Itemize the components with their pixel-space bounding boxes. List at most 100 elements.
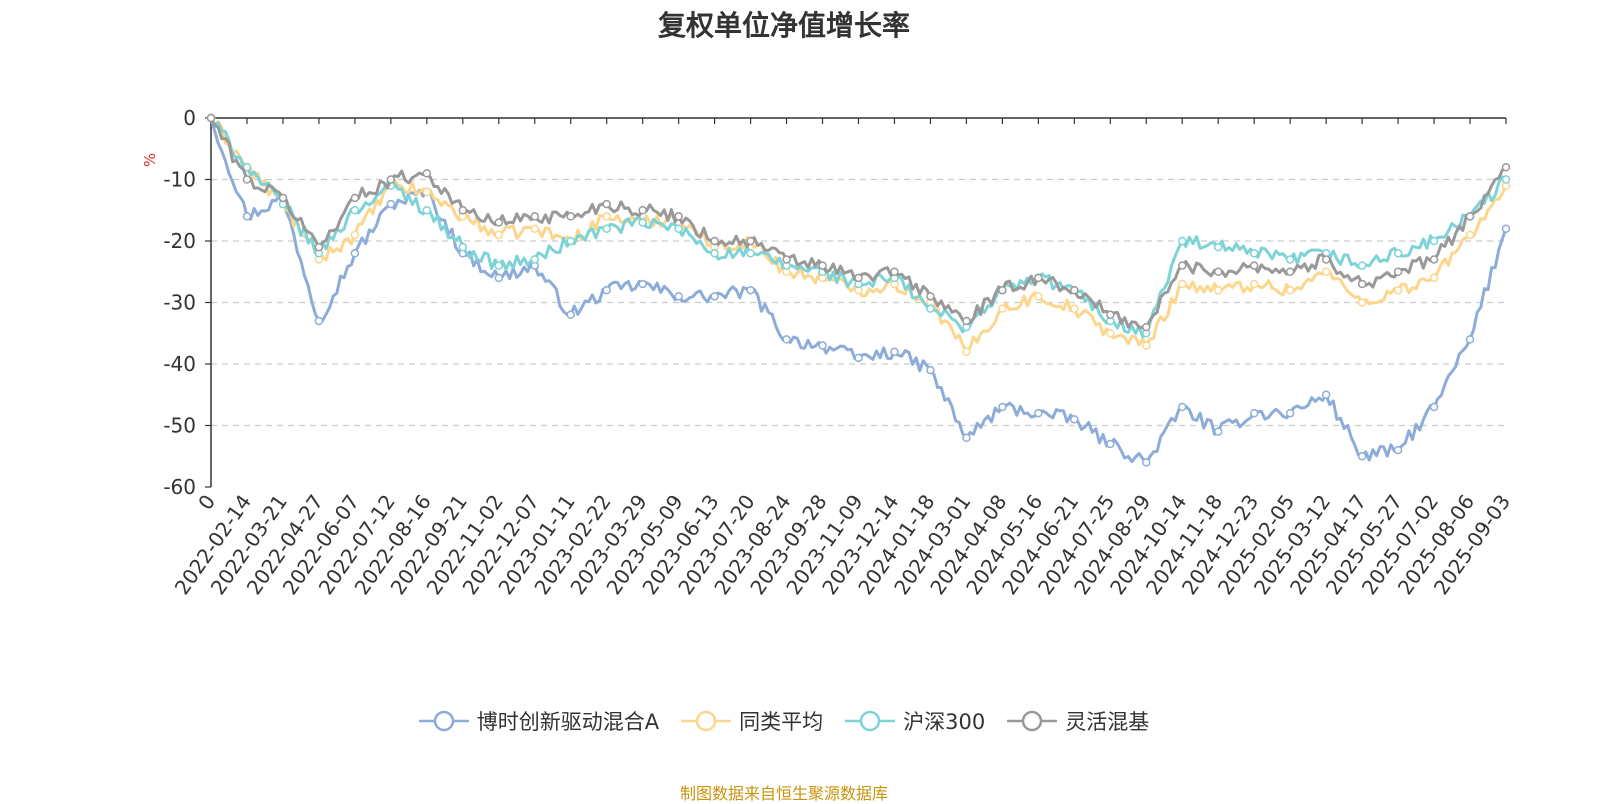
y-tick-label: -50 xyxy=(163,414,196,438)
legend-label: 博时创新驱动混合A xyxy=(476,710,660,734)
data-point xyxy=(638,206,647,215)
data-point xyxy=(1501,224,1511,233)
data-point xyxy=(1357,298,1367,307)
data-point xyxy=(422,169,432,178)
data-point xyxy=(1106,310,1115,320)
data-point xyxy=(1142,458,1151,467)
chart-title: 复权单位净值增长率 xyxy=(657,9,910,42)
y-tick-label: -20 xyxy=(163,229,196,253)
data-point xyxy=(314,316,324,326)
data-point xyxy=(494,218,504,227)
data-point xyxy=(1249,408,1259,418)
axes xyxy=(205,117,1507,488)
data-point xyxy=(1034,408,1043,418)
line-chart: 0-10-20-30-40-50-6002022-02-142022-03-21… xyxy=(141,106,1515,599)
data-point xyxy=(1285,285,1295,295)
legend-item[interactable]: 同类平均 xyxy=(681,706,823,736)
data-point xyxy=(422,187,432,197)
data-point xyxy=(998,304,1007,313)
data-point xyxy=(1106,439,1115,449)
data-point xyxy=(494,261,504,270)
data-point xyxy=(1142,322,1151,332)
source-note: 制图数据来自恒生聚源数据库 xyxy=(679,784,888,803)
data-point xyxy=(242,162,252,172)
data-point xyxy=(854,273,863,283)
gridlines xyxy=(211,178,1506,427)
legend-label: 沪深300 xyxy=(903,710,986,734)
legend-marker-icon xyxy=(845,710,896,732)
data-point xyxy=(1034,273,1043,283)
data-point xyxy=(1321,390,1331,399)
data-point xyxy=(1070,415,1079,424)
legend-label: 灵活混基 xyxy=(1065,710,1150,734)
data-point xyxy=(1357,261,1367,270)
data-point xyxy=(350,249,360,258)
data-point xyxy=(314,242,324,252)
data-point xyxy=(1178,236,1187,246)
data-point xyxy=(926,292,935,301)
data-point xyxy=(1357,452,1367,461)
data-point xyxy=(458,206,468,215)
series-line xyxy=(209,117,1507,329)
data-point xyxy=(1393,267,1403,276)
data-point xyxy=(890,347,899,356)
data-point xyxy=(1285,267,1295,276)
data-point xyxy=(1465,335,1475,344)
data-point xyxy=(602,285,611,295)
data-point xyxy=(1393,445,1403,455)
data-point xyxy=(386,199,396,209)
data-point xyxy=(350,206,360,215)
data-point xyxy=(1213,427,1223,436)
series-lines xyxy=(206,113,1511,467)
data-point xyxy=(602,224,611,233)
legend-item[interactable]: 博时创新驱动混合A xyxy=(418,706,660,736)
data-point xyxy=(1106,329,1115,338)
y-tick-label: 0 xyxy=(183,106,196,130)
data-point xyxy=(818,261,827,270)
legend-marker-icon xyxy=(418,710,469,732)
data-point xyxy=(710,236,719,246)
legend-item[interactable]: 灵活混基 xyxy=(1007,706,1149,736)
data-point xyxy=(494,273,504,283)
series-4 xyxy=(206,113,1511,332)
data-point xyxy=(962,433,971,443)
data-point xyxy=(962,347,971,356)
data-point xyxy=(674,212,683,221)
data-point xyxy=(602,199,611,209)
chart-legend: 博时创新驱动混合A 同类平均 沪深300 灵活混基 xyxy=(0,706,1568,736)
data-point xyxy=(494,230,504,240)
data-point xyxy=(566,236,575,246)
data-point xyxy=(1070,285,1079,295)
data-point xyxy=(530,224,539,233)
series-line xyxy=(209,117,1508,354)
data-point xyxy=(1429,273,1439,283)
data-point xyxy=(1465,230,1475,240)
data-point xyxy=(1213,285,1223,295)
y-axis-unit-label: % xyxy=(141,153,159,167)
data-point xyxy=(278,193,288,203)
y-tick-label: -10 xyxy=(163,168,196,192)
data-point xyxy=(602,212,611,221)
y-tick-label: -40 xyxy=(163,352,196,376)
data-point xyxy=(1249,249,1259,258)
data-point xyxy=(1070,304,1079,313)
series-2 xyxy=(206,113,1511,356)
data-point xyxy=(818,341,827,350)
data-point xyxy=(1501,175,1511,184)
data-point xyxy=(530,255,539,264)
data-point xyxy=(926,304,935,313)
data-point xyxy=(1034,292,1043,301)
data-point xyxy=(1213,242,1223,252)
data-point xyxy=(998,285,1007,295)
data-point xyxy=(854,353,863,363)
data-point xyxy=(1429,402,1439,412)
data-point xyxy=(998,402,1007,412)
data-point xyxy=(1285,255,1295,264)
data-point xyxy=(1357,279,1367,289)
data-point xyxy=(746,249,755,258)
data-point xyxy=(638,218,647,227)
legend-item[interactable]: 沪深300 xyxy=(845,706,985,736)
data-point xyxy=(1429,255,1439,264)
data-point xyxy=(1429,236,1439,246)
data-point xyxy=(710,249,719,258)
